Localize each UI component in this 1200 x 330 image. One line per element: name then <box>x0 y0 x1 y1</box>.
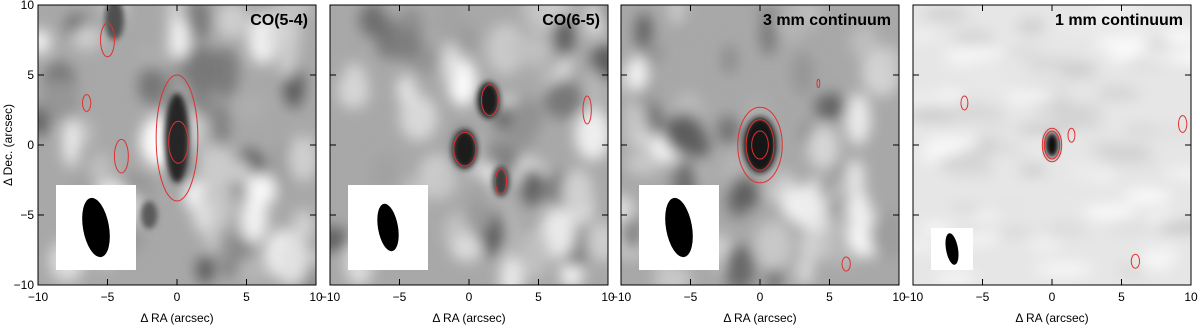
y-tick-label: 0 <box>27 138 34 152</box>
x-tick-label: 5 <box>1118 290 1125 304</box>
panel-title: 1 mm continuum <box>1055 12 1183 29</box>
x-axis-label: Δ RA (arcsec) <box>140 311 213 325</box>
x-tick-label: 0 <box>466 290 473 304</box>
x-tick-label: 5 <box>243 290 250 304</box>
contours <box>960 95 1188 269</box>
x-tick-label: −5 <box>393 290 407 304</box>
x-tick-label: −10 <box>320 290 341 304</box>
x-tick-label: 0 <box>757 290 764 304</box>
y-tick-label: −10 <box>14 278 35 292</box>
map-image <box>38 5 316 285</box>
x-tick-label: −5 <box>976 290 990 304</box>
x-tick-label: −10 <box>611 290 632 304</box>
x-axis-label: Δ RA (arcsec) <box>432 311 505 325</box>
beam <box>945 233 959 265</box>
x-tick-label: 10 <box>601 290 615 304</box>
x-tick-label: −5 <box>101 290 115 304</box>
beam <box>665 197 693 258</box>
x-tick-label: 10 <box>892 290 906 304</box>
x-tick-label: 0 <box>174 290 181 304</box>
x-tick-label: −10 <box>903 290 924 304</box>
y-tick-label: 10 <box>21 0 35 12</box>
x-tick-label: 10 <box>1184 290 1198 304</box>
beam <box>377 203 399 252</box>
panel: 3 mm continuum −10 −5 0 5 10 Δ RA (arcsec) <box>611 4 906 325</box>
x-tick-label: −5 <box>684 290 698 304</box>
x-tick-label: 5 <box>826 290 833 304</box>
x-tick-label: 5 <box>535 290 542 304</box>
y-tick-label: −5 <box>20 208 34 222</box>
panel: CO(5-4) −10 −5 0 5 10 −10 −5 0 5 10 Δ RA (arcsec) Δ … <box>1 0 323 325</box>
x-tick-label: −10 <box>28 290 49 304</box>
x-tick-label: 10 <box>309 290 323 304</box>
panel-title: CO(5-4) <box>250 12 308 29</box>
panel-title: 3 mm continuum <box>763 12 891 29</box>
beam <box>82 197 110 258</box>
panel: CO(6-5) −10 −5 0 5 10 Δ RA (arcsec) <box>320 4 615 325</box>
x-axis-label: Δ RA (arcsec) <box>1015 311 1088 325</box>
x-tick-label: 0 <box>1049 290 1056 304</box>
contours <box>737 78 851 272</box>
map-image <box>330 5 608 285</box>
contours <box>81 22 199 202</box>
contours <box>453 84 592 195</box>
panel: 1 mm continuum −10 −5 0 5 10 Δ RA (arcsec) <box>903 4 1198 325</box>
panel-title: CO(6-5) <box>542 12 600 29</box>
x-axis-label: Δ RA (arcsec) <box>723 311 796 325</box>
y-axis-label: Δ Dec. (arcsec) <box>1 104 15 186</box>
y-tick-label: 5 <box>27 68 34 82</box>
